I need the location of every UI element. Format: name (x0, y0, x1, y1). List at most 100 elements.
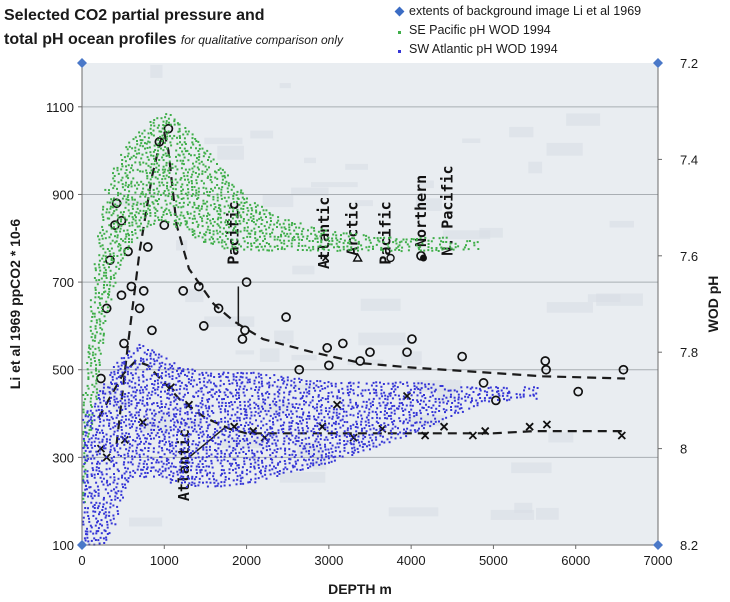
sw-atlantic-ph-point (127, 356, 130, 359)
sw-atlantic-ph-point (185, 485, 188, 488)
sw-atlantic-ph-point (309, 465, 312, 468)
sw-atlantic-ph-point (134, 394, 137, 397)
se-pacific-ph-point (117, 194, 119, 197)
sw-atlantic-ph-point (114, 382, 116, 385)
sw-atlantic-ph-point (397, 407, 400, 410)
sw-atlantic-ph-point (350, 408, 353, 410)
sw-atlantic-ph-point (158, 468, 161, 471)
sw-atlantic-ph-point (189, 417, 192, 420)
sw-atlantic-ph-point (298, 377, 301, 380)
se-pacific-ph-point (265, 228, 268, 231)
sw-atlantic-ph-point (183, 452, 186, 455)
sw-atlantic-ph-point (216, 398, 218, 401)
se-pacific-ph-point (187, 171, 189, 174)
sw-atlantic-ph-point (277, 431, 280, 434)
atlantic-cross-point (481, 426, 490, 436)
se-pacific-ph-point (290, 224, 293, 227)
se-pacific-ph-point (106, 217, 109, 220)
sw-atlantic-ph-point (402, 414, 405, 416)
se-pacific-ph-point (204, 152, 207, 155)
se-pacific-ph-point (438, 237, 441, 240)
se-pacific-ph-point (173, 123, 176, 126)
se-pacific-ph-point (142, 202, 145, 205)
sw-atlantic-ph-point (92, 532, 95, 535)
sw-atlantic-ph-point (102, 503, 105, 506)
sw-atlantic-ph-point (169, 451, 172, 454)
sw-atlantic-ph-point (201, 430, 204, 433)
se-pacific-ph-point (246, 197, 248, 200)
sw-atlantic-ph-point (116, 510, 119, 513)
se-pacific-ph-point (88, 429, 91, 431)
sw-atlantic-ph-point (337, 391, 340, 393)
sw-atlantic-ph-point (120, 364, 123, 367)
se-pacific-ph-point (112, 255, 115, 257)
sw-atlantic-ph-point (419, 421, 422, 424)
sw-atlantic-ph-point (287, 398, 290, 401)
sw-atlantic-ph-point (172, 408, 175, 411)
sw-atlantic-ph-point (360, 392, 363, 395)
sw-atlantic-ph-point (221, 465, 224, 468)
se-pacific-ph-point (443, 247, 446, 250)
sw-atlantic-ph-point (142, 380, 145, 383)
sw-atlantic-ph-point (134, 368, 137, 371)
se-pacific-ph-point (123, 253, 126, 256)
sw-atlantic-ph-point (146, 368, 149, 371)
sw-atlantic-ph-point (121, 382, 123, 385)
sw-atlantic-ph-point (242, 446, 245, 449)
se-pacific-ph-point (110, 198, 113, 201)
se-pacific-ph-point (112, 187, 115, 190)
sw-atlantic-ph-point (161, 377, 163, 380)
sw-atlantic-ph-point (386, 417, 389, 420)
se-pacific-ph-point (158, 173, 161, 176)
se-pacific-ph-point (445, 241, 448, 243)
sw-atlantic-ph-point (192, 440, 195, 443)
sw-atlantic-ph-point (276, 390, 279, 393)
se-pacific-ph-point (169, 141, 172, 144)
se-pacific-ph-point (177, 130, 180, 133)
se-pacific-ph-point (258, 230, 261, 233)
sw-atlantic-ph-point (405, 430, 407, 433)
sw-atlantic-ph-point (171, 441, 174, 444)
sw-atlantic-ph-point (402, 395, 405, 398)
se-pacific-ph-point (335, 242, 338, 245)
sw-atlantic-ph-point (172, 465, 175, 468)
sw-atlantic-ph-point (331, 424, 333, 427)
sw-atlantic-ph-point (235, 388, 237, 391)
se-pacific-ph-point (407, 249, 410, 252)
sw-atlantic-ph-point (93, 419, 96, 422)
se-pacific-ph-point (141, 145, 144, 148)
sw-atlantic-ph-point (236, 382, 238, 385)
sw-atlantic-ph-point (90, 444, 93, 447)
sw-atlantic-ph-point (231, 449, 234, 452)
se-pacific-ph-point (135, 216, 137, 219)
y-right-tick-label: 8.2 (680, 538, 698, 553)
sw-atlantic-ph-point (371, 424, 374, 427)
pacific-circle-point (159, 220, 170, 230)
sw-atlantic-ph-point (101, 473, 104, 476)
se-pacific-ph-point (161, 140, 164, 142)
sw-atlantic-ph-point (95, 469, 98, 472)
sw-atlantic-ph-point (450, 409, 453, 411)
sw-atlantic-ph-point (205, 430, 208, 433)
se-pacific-ph-point (250, 213, 253, 215)
se-pacific-ph-point (404, 241, 407, 244)
se-pacific-ph-point (293, 223, 296, 225)
sw-atlantic-ph-point (202, 446, 205, 449)
se-pacific-ph-point (140, 192, 143, 195)
sw-atlantic-ph-point (370, 405, 372, 408)
se-pacific-ph-point (183, 175, 186, 178)
sw-atlantic-ph-point (106, 405, 108, 408)
sw-atlantic-ph-point (508, 391, 511, 394)
sw-atlantic-ph-point (366, 445, 368, 448)
sw-atlantic-ph-point (469, 401, 472, 404)
sw-atlantic-ph-point (139, 408, 142, 411)
se-pacific-ph-point (246, 213, 249, 216)
se-pacific-ph-point (264, 237, 266, 240)
se-pacific-ph-point (115, 230, 118, 233)
y-left-tick-label: 900 (52, 187, 74, 202)
sw-atlantic-ph-point (288, 413, 290, 416)
sw-atlantic-ph-point (141, 449, 144, 452)
sw-atlantic-ph-point (95, 450, 98, 453)
sw-atlantic-ph-point (86, 511, 89, 514)
sw-atlantic-ph-point (122, 496, 124, 499)
